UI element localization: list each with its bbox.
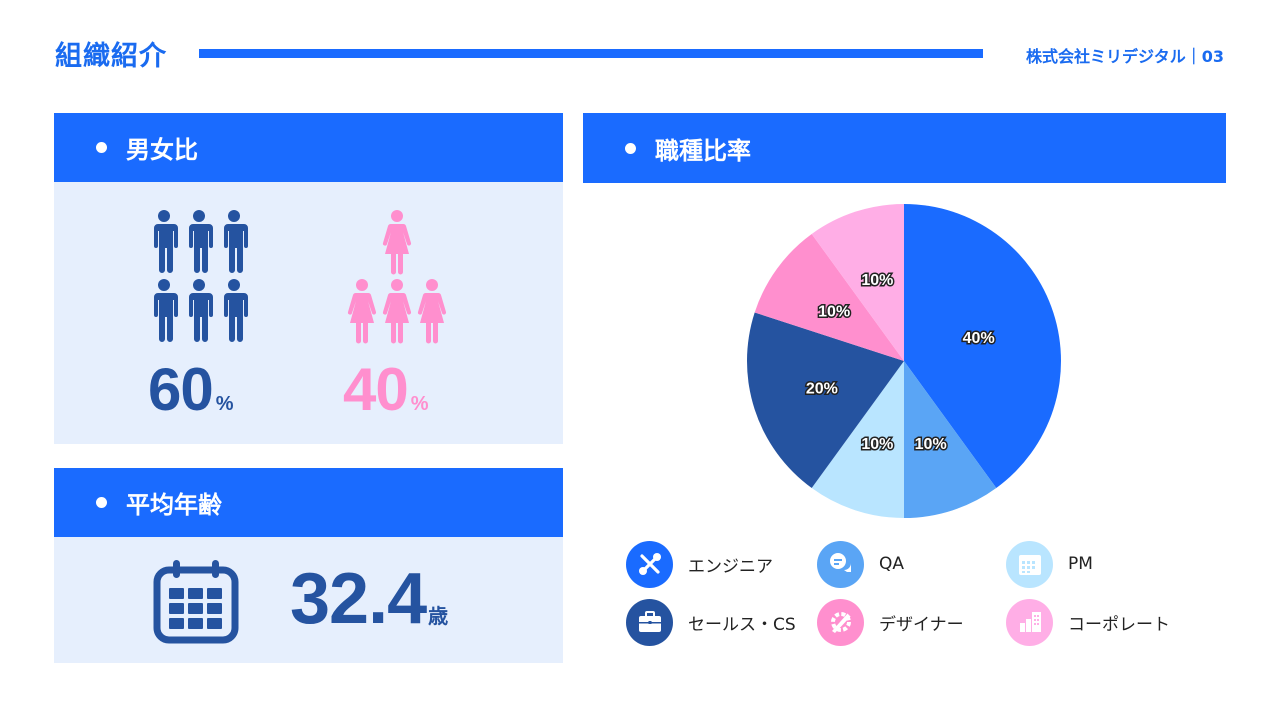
calendar-icon (153, 560, 239, 644)
pie-slice-label: 10% (861, 272, 893, 289)
legend-item-designer: デザイナー (817, 598, 964, 646)
average-age-value: 32.4 歳 (290, 558, 448, 640)
pie-slice-label: 20% (806, 381, 838, 398)
average-age-header: 平均年齢 (54, 468, 563, 537)
pie-slice (747, 312, 904, 489)
female-figures-icon (347, 210, 447, 344)
pie-slice-label: 10% (818, 303, 850, 320)
calendar-icon (1006, 540, 1053, 588)
legend-label-qa: QA (879, 554, 905, 574)
pie-slice (904, 361, 997, 518)
pie-slice-label: 10% (861, 436, 893, 453)
job-ratio-heading: 職種比率 (655, 136, 751, 165)
age-number: 32.4 (290, 559, 427, 639)
female-value: 40 (343, 356, 409, 423)
male-percentage: 60% (148, 355, 234, 424)
legend-label-pm: PM (1068, 554, 1093, 574)
company-page-label: 株式会社ミリデジタル｜03 (1026, 47, 1224, 66)
male-unit: % (215, 393, 234, 415)
legend-item-sales-cs: セールス・CS (626, 598, 796, 646)
male-figures-icon (154, 210, 248, 342)
average-age-heading: 平均年齢 (126, 491, 222, 519)
bullet-icon (625, 142, 636, 154)
male-value: 60 (148, 356, 214, 423)
gender-ratio-header: 男女比 (54, 113, 563, 182)
age-unit: 歳 (428, 606, 449, 628)
legend-label-designer: デザイナー (879, 614, 964, 635)
design-tools-icon (817, 598, 864, 646)
pie-slice (754, 233, 904, 361)
legend-item-pm: PM (1006, 540, 1093, 588)
job-ratio-header: 職種比率 (583, 113, 1226, 183)
average-age-panel (54, 537, 563, 663)
building-icon (1006, 598, 1053, 646)
gender-ratio-heading: 男女比 (126, 136, 198, 164)
briefcase-icon (626, 598, 673, 646)
legend-item-qa: QA (817, 540, 904, 588)
job-ratio-pie-chart: 40% 10% 10% 20% 10% 10% (747, 204, 1061, 518)
title-divider (199, 49, 983, 58)
legend-label-engineer: エンジニア (688, 556, 773, 577)
pie-slice (811, 204, 904, 361)
legend-label-sales-cs: セールス・CS (688, 614, 796, 635)
pie-slice-label: 40% (963, 330, 995, 347)
legend-label-corporate: コーポレート (1068, 614, 1170, 635)
bullet-icon (96, 497, 107, 508)
gender-ratio-panel (54, 182, 563, 444)
legend-item-engineer: エンジニア (626, 540, 773, 588)
legend-item-corporate: コーポレート (1006, 598, 1170, 646)
female-unit: % (410, 393, 429, 415)
chat-bubbles-icon (817, 540, 864, 588)
pie-slice-label: 10% (915, 436, 947, 453)
pie-slice (904, 204, 1061, 489)
bullet-icon (96, 142, 107, 153)
female-percentage: 40% (343, 355, 429, 424)
pie-slice (811, 361, 904, 518)
page-title: 組織紹介 (55, 41, 167, 72)
tools-icon (626, 540, 673, 588)
